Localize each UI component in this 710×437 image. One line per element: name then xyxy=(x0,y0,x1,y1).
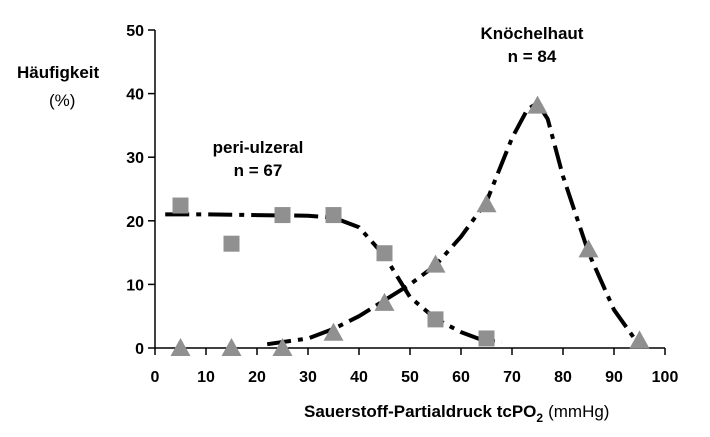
data-point-square xyxy=(172,197,189,214)
data-point-triangle xyxy=(476,194,497,213)
x-tick-label: 50 xyxy=(401,369,419,386)
y-tick-label: 50 xyxy=(126,23,144,40)
x-axis-label: Sauerstoff-Partialdruck tcPO2 (mmHg) xyxy=(304,402,609,425)
x-tick-label: 0 xyxy=(151,369,160,386)
y-tick-label: 10 xyxy=(126,277,144,294)
data-point-triangle xyxy=(323,322,344,341)
x-tick-label: 70 xyxy=(503,369,521,386)
y-tick-label: 40 xyxy=(126,87,144,104)
data-point-square xyxy=(478,330,495,347)
x-tick-label: 10 xyxy=(197,369,215,386)
x-axis-label-subscript: 2 xyxy=(536,411,543,425)
data-point-triangle xyxy=(527,95,548,114)
data-point-square xyxy=(427,311,444,328)
x-tick-label: 40 xyxy=(350,369,368,386)
y-tick-label: 30 xyxy=(126,150,144,167)
y-axis-unit: (%) xyxy=(49,91,75,110)
x-axis: 0 10 20 30 40 50 60 70 80 90 100 xyxy=(151,347,679,386)
series-count-peri-ulzeral: n = 67 xyxy=(234,161,283,180)
x-tick-label: 100 xyxy=(652,369,679,386)
x-tick-label: 90 xyxy=(605,369,623,386)
fit-curve-knoechelhaut xyxy=(266,101,646,348)
data-point-triangle xyxy=(425,254,446,273)
x-axis-label-unit: (mmHg) xyxy=(548,402,609,421)
fit-curve-peri-ulzeral xyxy=(165,212,503,345)
data-point-square xyxy=(274,207,291,224)
x-tick-label: 60 xyxy=(452,369,470,386)
data-point-triangle xyxy=(629,330,650,349)
data-point-triangle xyxy=(272,338,293,356)
x-tick-label: 20 xyxy=(248,369,266,386)
data-point-triangle xyxy=(221,338,242,356)
data-point-triangle xyxy=(170,338,191,356)
data-point-triangle xyxy=(578,239,599,258)
series-label-peri-ulzeral: peri-ulzeral xyxy=(213,138,304,157)
series-count-knoechelhaut: n = 84 xyxy=(508,47,557,66)
data-point-square xyxy=(376,245,393,262)
y-axis: 0 10 20 30 40 50 xyxy=(126,23,156,358)
x-tick-label: 80 xyxy=(554,369,572,386)
series-label-knoechelhaut: Knöchelhaut xyxy=(481,24,584,43)
data-point-square xyxy=(223,235,240,252)
y-tick-label: 20 xyxy=(126,214,144,231)
y-axis-label: Häufigkeit xyxy=(17,63,100,82)
y-tick-label: 0 xyxy=(135,341,144,358)
data-point-triangle xyxy=(374,292,395,311)
x-axis-label-main: Sauerstoff-Partialdruck tcPO xyxy=(304,402,536,421)
data-point-square xyxy=(325,207,342,224)
x-tick-label: 30 xyxy=(299,369,317,386)
